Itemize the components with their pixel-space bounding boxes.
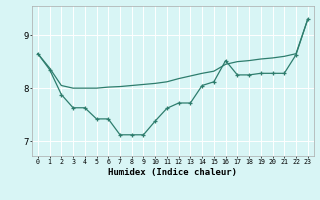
X-axis label: Humidex (Indice chaleur): Humidex (Indice chaleur) [108,168,237,177]
